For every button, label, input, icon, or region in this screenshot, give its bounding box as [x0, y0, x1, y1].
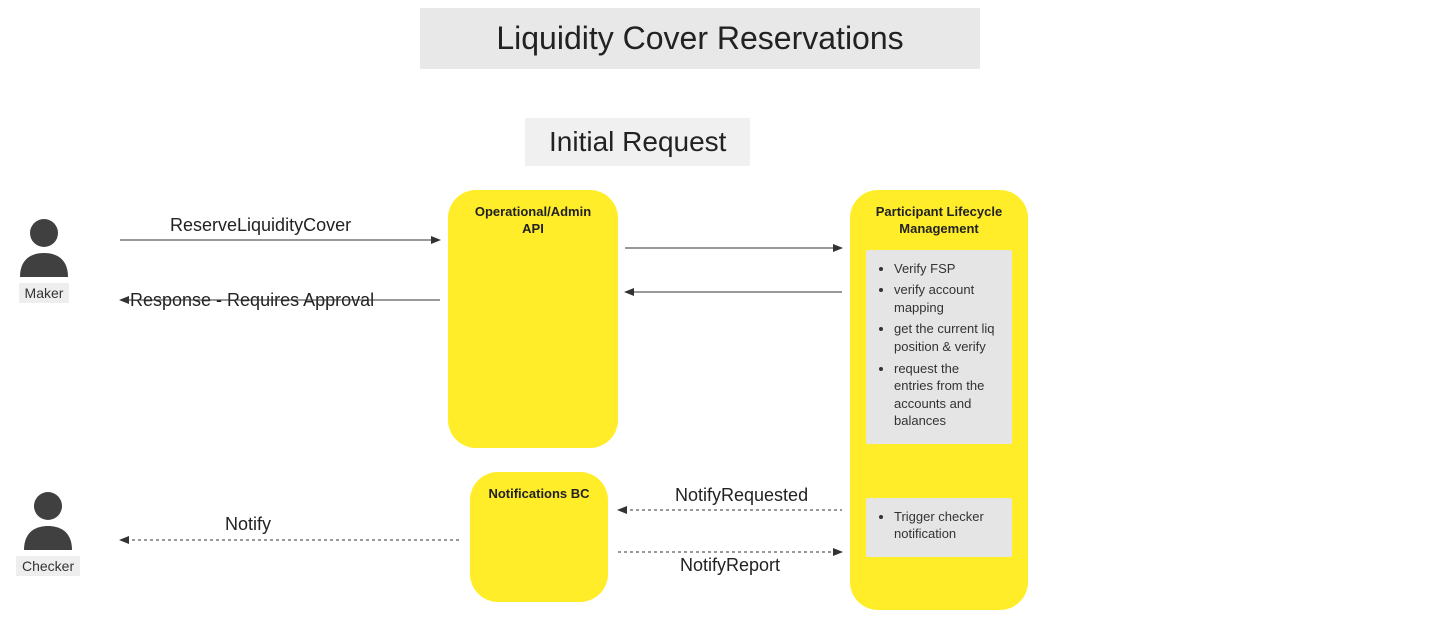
actor-checker: Checker	[16, 488, 80, 576]
diagram-title: Liquidity Cover Reservations	[420, 8, 980, 69]
msg-notify: Notify	[225, 514, 271, 535]
plm-step: request the entries from the accounts an…	[894, 360, 1000, 430]
plm-step: Verify FSP	[894, 260, 1000, 278]
msg-notify-requested: NotifyRequested	[675, 485, 808, 506]
node-api-title: Operational/Admin API	[464, 204, 602, 238]
msg-response: Response - Requires Approval	[130, 290, 374, 311]
person-icon	[16, 215, 72, 279]
actor-maker-label: Maker	[19, 283, 70, 303]
diagram-arrows	[0, 0, 1429, 629]
plm-trigger-box: Trigger checker notification	[866, 498, 1012, 557]
node-plm: Participant Lifecycle Management Verify …	[850, 190, 1028, 610]
plm-steps-box: Verify FSP verify account mapping get th…	[866, 250, 1012, 444]
title-text: Liquidity Cover Reservations	[496, 20, 903, 56]
subtitle-text: Initial Request	[549, 126, 726, 157]
node-notifications: Notifications BC	[470, 472, 608, 602]
plm-trigger: Trigger checker notification	[894, 508, 1000, 543]
node-api: Operational/Admin API	[448, 190, 618, 448]
plm-step: get the current liq position & verify	[894, 320, 1000, 355]
actor-checker-label: Checker	[16, 556, 80, 576]
diagram-subtitle: Initial Request	[525, 118, 750, 166]
plm-step: verify account mapping	[894, 281, 1000, 316]
person-icon	[20, 488, 76, 552]
msg-notify-report: NotifyReport	[680, 555, 780, 576]
node-notifications-title: Notifications BC	[486, 486, 592, 503]
node-plm-title: Participant Lifecycle Management	[866, 204, 1012, 238]
actor-maker: Maker	[16, 215, 72, 303]
msg-reserve: ReserveLiquidityCover	[170, 215, 351, 236]
